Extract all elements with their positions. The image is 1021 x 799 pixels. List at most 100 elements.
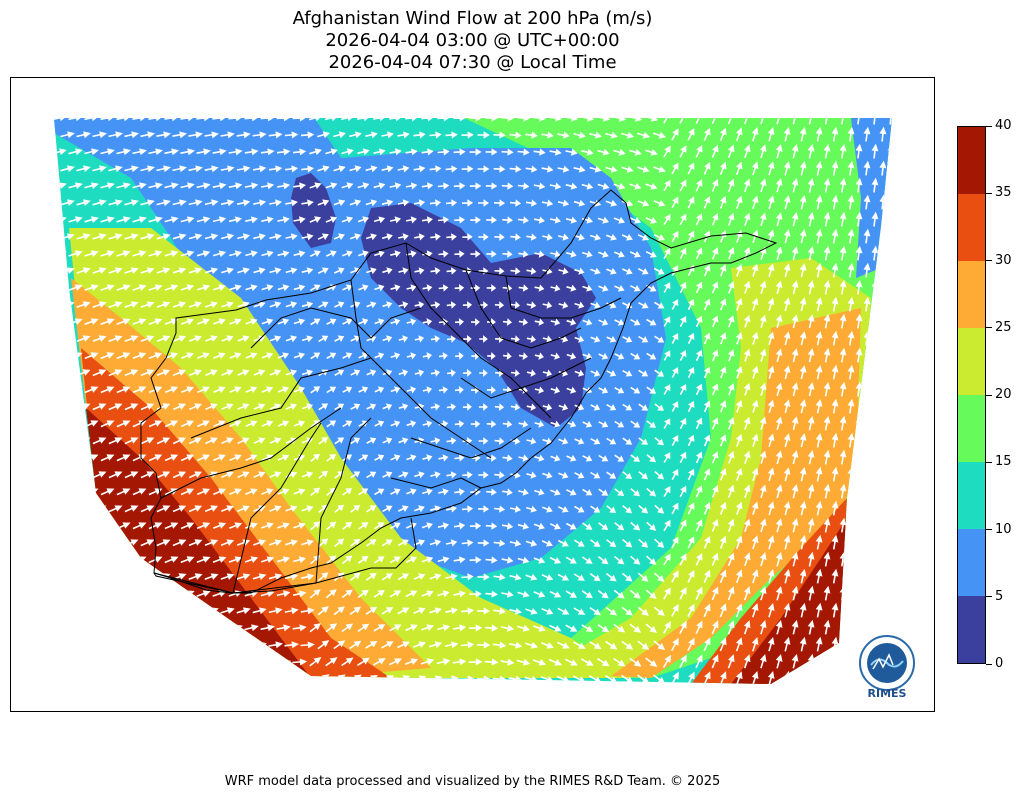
wind-vector-arrow bbox=[509, 573, 522, 581]
wind-vector-arrow bbox=[405, 182, 418, 190]
wind-vector-arrow bbox=[663, 282, 671, 293]
wind-vector-arrow bbox=[428, 641, 443, 649]
wind-vector-arrow bbox=[719, 603, 727, 618]
wind-vector-arrow bbox=[164, 624, 179, 631]
wind-vector-arrow bbox=[743, 586, 751, 601]
wind-vector-arrow bbox=[277, 250, 290, 258]
speed-zone-30-35 bbox=[81, 348, 391, 678]
wind-vector-arrow bbox=[54, 284, 67, 291]
wind-vector-arrow bbox=[116, 590, 131, 598]
wind-vector-arrow bbox=[108, 573, 123, 581]
wind-vector-arrow bbox=[108, 369, 123, 377]
wind-vector-arrow bbox=[775, 585, 783, 601]
footer-credit: WRF model data processed and visualized … bbox=[224, 774, 721, 789]
wind-vector-arrow bbox=[397, 131, 410, 139]
wind-vector-arrow bbox=[342, 352, 353, 359]
wind-vector-arrow bbox=[374, 488, 385, 496]
wind-vector-arrow bbox=[245, 250, 258, 258]
wind-vector-arrow bbox=[855, 313, 863, 329]
wind-vector-arrow bbox=[727, 586, 735, 601]
wind-vector-arrow bbox=[325, 657, 338, 667]
wind-vector-arrow bbox=[799, 331, 807, 346]
wind-vector-arrow bbox=[84, 590, 99, 598]
wind-vector-arrow bbox=[679, 350, 687, 361]
wind-vector-arrow bbox=[711, 451, 719, 464]
wind-vector-arrow bbox=[421, 216, 433, 224]
wind-vector-arrow bbox=[549, 624, 562, 632]
wind-vector-arrow bbox=[357, 657, 370, 666]
wind-vector-arrow bbox=[622, 538, 633, 548]
wind-vector-arrow bbox=[703, 162, 711, 175]
wind-vector-arrow bbox=[245, 488, 258, 495]
wind-vector-arrow bbox=[743, 280, 751, 294]
wind-vector-arrow bbox=[292, 556, 306, 564]
wind-vector-arrow bbox=[269, 199, 283, 207]
wind-vector-arrow bbox=[197, 454, 210, 462]
wind-vector-arrow bbox=[671, 604, 679, 617]
wind-vector-arrow bbox=[654, 369, 665, 377]
wind-vector-arrow bbox=[172, 335, 187, 342]
wind-vector-arrow bbox=[629, 589, 641, 599]
wind-vector-arrow bbox=[671, 468, 679, 481]
wind-vector-arrow bbox=[703, 400, 711, 413]
wind-vector-arrow bbox=[342, 318, 353, 326]
wind-vector-arrow bbox=[855, 279, 863, 295]
wind-vector-arrow bbox=[172, 301, 187, 309]
wind-vector-arrow bbox=[887, 245, 892, 261]
wind-vector-arrow bbox=[390, 488, 401, 496]
wind-vector-arrow bbox=[646, 420, 656, 428]
wind-vector-arrow bbox=[517, 556, 530, 564]
wind-vector-arrow bbox=[831, 568, 839, 584]
wind-vector-arrow bbox=[301, 301, 314, 309]
wind-vector-arrow bbox=[663, 485, 671, 498]
wind-vector-arrow bbox=[196, 590, 211, 597]
wind-vector-arrow bbox=[164, 148, 179, 156]
wind-vector-arrow bbox=[565, 216, 578, 224]
wind-vector-arrow bbox=[663, 118, 671, 124]
wind-vector-arrow bbox=[630, 352, 641, 360]
wind-vector-arrow bbox=[461, 573, 474, 581]
wind-vector-arrow bbox=[791, 619, 799, 635]
wind-vector-arrow bbox=[381, 199, 394, 207]
colorbar-tick-label: 0 bbox=[995, 656, 1004, 671]
wind-vector-arrow bbox=[711, 118, 719, 125]
wind-vector-arrow bbox=[847, 568, 855, 584]
wind-vector-arrow bbox=[414, 233, 425, 241]
wind-vector-arrow bbox=[220, 641, 235, 649]
wind-vector-arrow bbox=[653, 267, 665, 275]
wind-vector-arrow bbox=[799, 399, 807, 414]
wind-vector-arrow bbox=[397, 573, 410, 581]
wind-vector-arrow bbox=[630, 420, 641, 428]
wind-vector-arrow bbox=[590, 335, 601, 343]
wind-vector-arrow bbox=[172, 641, 187, 648]
colorbar-tick-label: 20 bbox=[995, 387, 1012, 402]
wind-vector-arrow bbox=[124, 641, 139, 648]
wind-vector-arrow bbox=[357, 555, 369, 564]
wind-vector-arrow bbox=[301, 539, 314, 547]
wind-vector-arrow bbox=[743, 349, 751, 362]
wind-vector-arrow bbox=[501, 182, 514, 190]
wind-vector-arrow bbox=[478, 403, 488, 411]
wind-vector-arrow bbox=[863, 262, 871, 278]
wind-vector-arrow bbox=[711, 144, 719, 158]
wind-vector-arrow bbox=[621, 233, 633, 241]
wind-vector-arrow bbox=[447, 369, 456, 377]
wind-vector-arrow bbox=[679, 451, 687, 464]
wind-vector-arrow bbox=[815, 160, 823, 176]
wind-vector-arrow bbox=[751, 263, 759, 277]
wind-vector-arrow bbox=[389, 148, 402, 156]
wind-vector-arrow bbox=[471, 352, 480, 360]
wind-vector-arrow bbox=[541, 131, 554, 139]
wind-vector-arrow bbox=[326, 318, 337, 325]
wind-vector-arrow bbox=[541, 199, 554, 207]
wind-vector-arrow bbox=[108, 675, 123, 682]
wind-vector-arrow bbox=[807, 177, 815, 193]
province-border bbox=[250, 307, 422, 349]
wind-vector-arrow bbox=[775, 246, 783, 261]
wind-vector-arrow bbox=[156, 301, 171, 308]
wind-vector-arrow bbox=[719, 569, 727, 584]
wind-vector-arrow bbox=[558, 233, 569, 241]
wind-vector-arrow bbox=[775, 450, 783, 465]
wind-vector-arrow bbox=[390, 454, 401, 462]
wind-vector-arrow bbox=[679, 213, 687, 226]
